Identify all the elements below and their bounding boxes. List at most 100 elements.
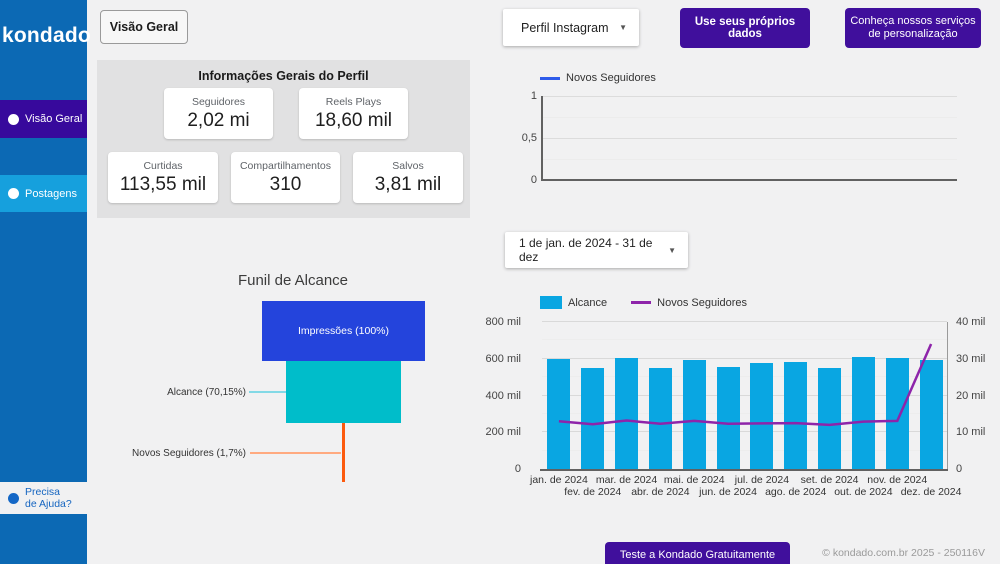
metric-card-seguidores: Seguidores 2,02 mi <box>164 88 273 139</box>
x-axis-tick: out. de 2024 <box>834 486 893 498</box>
funnel-stage-impressoes: Impressões (100%) <box>262 301 425 361</box>
y-axis-tick-left: 800 mil <box>485 316 521 328</box>
copyright-text: © kondado.com.br 2025 - 250116V <box>822 547 985 559</box>
metric-card-curtidas: Curtidas 113,55 mil <box>108 152 218 203</box>
metric-card-salvos: Salvos 3,81 mil <box>353 152 463 203</box>
funnel-stage-label: Impressões (100%) <box>297 325 390 337</box>
funnel-title: Funil de Alcance <box>237 272 349 289</box>
metric-value: 113,55 mil <box>119 173 207 195</box>
metric-value: 2,02 mi <box>187 109 250 131</box>
funnel-stage-novos-seguidores <box>342 423 345 482</box>
legend-swatch-icon <box>540 296 562 309</box>
y-axis-tick: 1 <box>530 90 537 102</box>
bar-abr. de 2024 <box>648 367 672 469</box>
gridline <box>542 339 947 341</box>
bullet-icon <box>8 188 19 199</box>
funnel-callout-novos-seguidores: Novos Seguidores (1,7%) <box>132 448 246 459</box>
date-range-select[interactable]: 1 de jan. de 2024 - 31 de dez ▼ <box>505 232 688 268</box>
y-axis-tick-left: 0 <box>514 463 521 475</box>
y-axis-tick-left: 600 mil <box>485 352 521 365</box>
sidebar-item-label: Visão Geral <box>25 113 83 125</box>
gridline <box>542 412 947 414</box>
sidebar-item-visao-geral[interactable]: Visão Geral <box>0 100 87 138</box>
profile-select-value: Perfil Instagram <box>521 20 609 35</box>
services-button-line1: Conheça nossos serviços <box>850 15 976 27</box>
alcance-novos-seguidores-chart: 0 200 mil 400 mil 600 mil 800 mil 0 10 mil 20 m… <box>486 316 986 498</box>
bullet-icon <box>8 113 19 125</box>
y-axis-tick: 0 <box>530 174 537 186</box>
use-own-data-button[interactable]: Use seus próprios dados <box>680 8 810 48</box>
legend-line-icon <box>540 76 560 80</box>
kondado-logo: kondado <box>2 24 91 47</box>
help-label: Precisa de Ajuda? <box>25 486 72 510</box>
bar-out. de 2024 <box>851 357 875 469</box>
bar-dez. de 2024 <box>919 360 943 469</box>
visao-geral-button[interactable]: Visão Geral <box>100 10 188 44</box>
profile-info-panel: Informações Gerais do Perfil Seguidores … <box>97 60 470 218</box>
sidebar-item-label: Postagens <box>25 187 77 200</box>
gridline <box>542 376 947 378</box>
y-axis-tick-right: 20 mil <box>956 389 986 402</box>
services-button-line2: de personalização <box>868 28 958 40</box>
bar-ago. de 2024 <box>784 361 808 469</box>
y-axis-tick-right: 40 mil <box>956 316 986 328</box>
funnel-callout-line <box>249 391 286 393</box>
metric-label: Compartilhamentos <box>239 159 332 172</box>
metric-value: 3,81 mil <box>374 173 442 195</box>
bar-jun. de 2024 <box>716 367 740 469</box>
date-range-value: 1 de jan. de 2024 - 31 de dez <box>519 236 653 264</box>
sidebar-item-help[interactable]: Precisa de Ajuda? <box>0 482 87 514</box>
panel-title: Informações Gerais do Perfil <box>198 69 369 83</box>
metric-label: Seguidores <box>191 95 246 108</box>
x-axis-tick: jun. de 2024 <box>699 486 757 498</box>
novos-seguidores-line <box>558 343 933 427</box>
bar-jan. de 2024 <box>547 359 571 469</box>
x-axis-tick: nov. de 2024 <box>867 474 928 486</box>
bullet-icon <box>8 492 19 504</box>
gridline <box>542 357 947 359</box>
gridline <box>542 449 947 451</box>
funnel-callout-alcance: Alcance (70,15%) <box>167 387 246 398</box>
x-axis-tick: abr. de 2024 <box>631 486 690 498</box>
bar-fev. de 2024 <box>581 367 605 469</box>
legend-label: Novos Seguidores <box>657 296 748 309</box>
x-axis-tick: jan. de 2024 <box>530 474 588 486</box>
cta-trial-button[interactable]: Teste a Kondado Gratuitamente <box>605 542 790 564</box>
combo-chart-legend: Alcance Novos Seguidores <box>540 296 747 309</box>
legend-line-icon <box>631 301 652 304</box>
sidebar: kondado Visão Geral Postagens Precisa de… <box>0 0 91 564</box>
services-button[interactable]: Conheça nossos serviços de personalizaçã… <box>845 8 981 48</box>
metric-value: 310 <box>269 173 302 195</box>
bar-set. de 2024 <box>818 368 842 469</box>
x-axis-tick: fev. de 2024 <box>564 486 622 498</box>
bar-jul. de 2024 <box>750 362 774 469</box>
funnel-callout-line <box>250 452 341 454</box>
bar-mar. de 2024 <box>615 358 639 469</box>
chevron-down-icon: ▼ <box>668 245 676 255</box>
x-axis-tick: ago. de 2024 <box>765 486 827 498</box>
x-axis-line <box>540 469 948 471</box>
gridline <box>542 394 947 396</box>
novos-seguidores-empty-chart: 1 0,5 0 <box>522 90 957 186</box>
y-axis-tick-right: 0 <box>956 463 963 475</box>
bar-mai. de 2024 <box>682 359 706 469</box>
sidebar-item-postagens[interactable]: Postagens <box>0 175 87 212</box>
funnel-stage-alcance <box>286 361 401 423</box>
x-axis-tick: mar. de 2024 <box>595 474 658 486</box>
y-axis-tick-left: 400 mil <box>485 389 521 402</box>
x-axis-tick: set. de 2024 <box>800 474 859 486</box>
metric-card-compartilhamentos: Compartilhamentos 310 <box>231 152 340 203</box>
y-axis-tick-right: 30 mil <box>956 352 986 365</box>
y-axis-tick: 0,5 <box>521 132 537 144</box>
y-axis-tick-left: 200 mil <box>485 426 521 439</box>
profile-select[interactable]: Perfil Instagram ▼ <box>503 9 639 46</box>
metric-label: Salvos <box>392 159 424 172</box>
x-axis-tick: mai. de 2024 <box>663 474 725 486</box>
legend-label: Alcance <box>568 296 608 309</box>
metric-label: Curtidas <box>143 159 183 172</box>
gridline <box>542 431 947 433</box>
bar-nov. de 2024 <box>885 358 909 469</box>
x-axis-tick: dez. de 2024 <box>900 486 962 498</box>
x-axis-tick: jul. de 2024 <box>734 474 790 486</box>
